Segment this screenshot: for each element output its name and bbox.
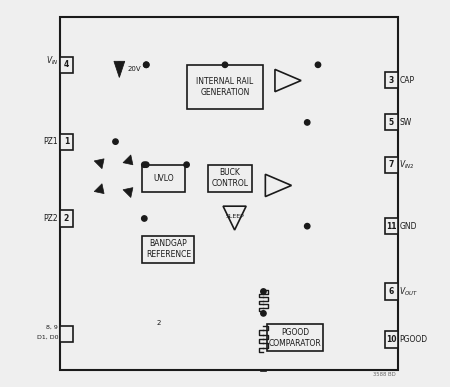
Bar xyxy=(385,157,398,173)
Bar xyxy=(60,17,398,370)
Circle shape xyxy=(144,62,149,67)
Polygon shape xyxy=(123,155,133,165)
Circle shape xyxy=(184,162,189,167)
Polygon shape xyxy=(114,61,125,77)
Circle shape xyxy=(144,162,149,167)
Circle shape xyxy=(222,62,228,67)
Bar xyxy=(385,114,398,130)
Text: 8, 9: 8, 9 xyxy=(46,325,58,330)
Text: D1, D0: D1, D0 xyxy=(37,335,58,340)
Text: 2: 2 xyxy=(64,214,69,223)
Bar xyxy=(385,283,398,300)
Polygon shape xyxy=(123,188,133,197)
Circle shape xyxy=(144,62,149,67)
Text: 4: 4 xyxy=(64,60,69,69)
Text: 6: 6 xyxy=(389,287,394,296)
Text: $V_{IN}$: $V_{IN}$ xyxy=(45,55,58,67)
Bar xyxy=(385,72,398,88)
Text: INTERNAL RAIL
GENERATION: INTERNAL RAIL GENERATION xyxy=(196,77,254,97)
Bar xyxy=(142,165,184,192)
Polygon shape xyxy=(223,206,246,230)
Text: 20V: 20V xyxy=(128,67,141,72)
Circle shape xyxy=(261,311,266,316)
Text: 5: 5 xyxy=(389,118,394,127)
Text: 3: 3 xyxy=(389,75,394,85)
Text: UVLO: UVLO xyxy=(153,174,174,183)
Text: 7: 7 xyxy=(389,160,394,169)
Bar xyxy=(142,236,194,263)
Circle shape xyxy=(142,216,147,221)
Text: GND: GND xyxy=(400,222,417,231)
Circle shape xyxy=(305,223,310,229)
Circle shape xyxy=(305,120,310,125)
Bar xyxy=(267,324,323,351)
Text: 10: 10 xyxy=(386,335,396,344)
Bar xyxy=(60,57,73,73)
Text: 11: 11 xyxy=(386,222,396,231)
Text: 1: 1 xyxy=(64,137,69,146)
Text: 2: 2 xyxy=(157,320,161,326)
Bar xyxy=(187,65,263,109)
Text: BANDGAP
REFERENCE: BANDGAP REFERENCE xyxy=(146,239,191,259)
Text: CAP: CAP xyxy=(400,75,414,85)
Text: SLEEP: SLEEP xyxy=(225,214,244,219)
Polygon shape xyxy=(94,159,104,169)
Bar xyxy=(385,218,398,234)
Text: SW: SW xyxy=(400,118,412,127)
Polygon shape xyxy=(275,69,301,92)
Bar xyxy=(60,326,73,342)
Text: BUCK
CONTROL: BUCK CONTROL xyxy=(212,168,248,188)
Circle shape xyxy=(261,289,266,294)
Text: $V_{IN2}$: $V_{IN2}$ xyxy=(400,158,415,171)
Text: PGOOD
COMPARATOR: PGOOD COMPARATOR xyxy=(269,327,321,348)
Text: PZ2: PZ2 xyxy=(44,214,58,223)
Text: PGOOD: PGOOD xyxy=(400,335,428,344)
Circle shape xyxy=(142,162,147,167)
Circle shape xyxy=(117,62,122,67)
Text: $V_{OUT}$: $V_{OUT}$ xyxy=(400,285,419,298)
Text: 3588 BD: 3588 BD xyxy=(374,372,396,377)
Bar xyxy=(208,165,252,192)
Polygon shape xyxy=(94,184,104,194)
Polygon shape xyxy=(266,174,292,197)
Circle shape xyxy=(315,62,321,67)
Bar xyxy=(385,331,398,348)
Circle shape xyxy=(113,139,118,144)
Bar xyxy=(60,211,73,226)
Text: PZ1: PZ1 xyxy=(44,137,58,146)
Bar xyxy=(60,134,73,150)
